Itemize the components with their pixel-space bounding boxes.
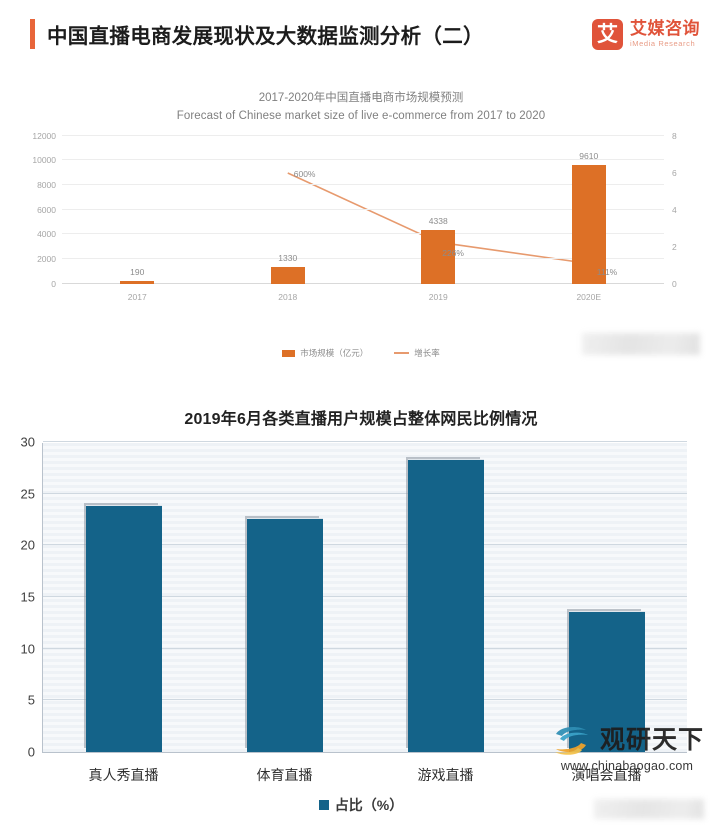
chart2-gridline: [43, 699, 687, 701]
chart1-x-tick: 2020E: [576, 291, 602, 302]
chart2-y-tick: 15: [20, 589, 35, 605]
chart2-gridline: [43, 647, 687, 649]
chart1-legend-label-1: 增长率: [414, 348, 440, 358]
chart2-bar-column: 体育直播: [204, 443, 365, 783]
chart1-bar-value-label: 190: [130, 267, 145, 278]
chart2-gridline: [43, 492, 687, 494]
chart2-legend-label: 占比（%）: [334, 797, 404, 813]
imedia-logo-icon: 艾: [592, 18, 623, 50]
chart2-title: 2019年6月各类直播用户规模占整体网民比例情况: [184, 411, 538, 428]
chart1-y2-tick: 4: [672, 204, 677, 215]
chart1-gridline: [62, 233, 664, 235]
chart1-legend-item-market-size: 市场规模（亿元）: [282, 347, 368, 359]
page-header: 中国直播电商发展现状及大数据监测分析（二） 艾 艾媒咨询 iMedia Rese…: [0, 0, 722, 68]
chart1-y-tick: 2000: [37, 253, 56, 264]
chart1-bar-column: 1330 2018: [213, 136, 364, 302]
chart1-bar-value-label: 9610: [579, 151, 599, 162]
chart2-bar-group: 真人秀直播 体育直播 游戏直播 演唱会直播: [43, 443, 687, 783]
chart1-x-tick: 2019: [428, 291, 448, 302]
chart2-bar: [246, 518, 323, 752]
legend-swatch-line-icon: [394, 352, 410, 354]
chart1-y2-tick: 0: [672, 278, 677, 289]
imedia-logo: 艾 艾媒咨询 iMedia Research: [592, 18, 700, 50]
chart2-gridline: [43, 596, 687, 597]
chart2-x-tick: 真人秀直播: [88, 767, 159, 783]
chart1-legend-item-growth-rate: 增长率: [394, 347, 440, 359]
title-accent-bar: [30, 19, 35, 49]
chart1-y-tick: 4000: [37, 229, 56, 240]
chart1-title-en: Forecast of Chinese market size of live …: [176, 109, 546, 122]
chart2-plot-area: 0 5 10 15 20 25 30 真人秀直播 体育直播 游戏直播 演唱会直播: [21, 435, 687, 783]
chart1-legend: 市场规模（亿元） 增长率: [0, 347, 722, 359]
imedia-brand-en: iMedia Research: [630, 38, 696, 48]
chart-panel-user-share: 2019年6月各类直播用户规模占整体网民比例情况 0 5 10 15 20 25 30 真人秀…: [0, 401, 722, 825]
chart2-x-tick: 演唱会直播: [571, 767, 642, 783]
chart2-legend-item-share: 占比（%）: [318, 795, 404, 815]
chart1-gridline: [62, 159, 664, 161]
chart2-bar-column: 游戏直播: [365, 443, 526, 783]
chart1-bar: [120, 281, 155, 284]
chart1-gridline: [62, 183, 664, 185]
chart1-line-value-label: 226%: [442, 247, 464, 258]
chart2-y-tick: 5: [27, 692, 35, 708]
chart1-bar-column: 4338 2019: [363, 136, 514, 302]
chart2-bar-column: 演唱会直播: [526, 443, 687, 783]
chart2-x-tick: 体育直播: [256, 767, 313, 783]
chart1-legend-label-0: 市场规模（亿元）: [300, 348, 369, 358]
chart2-gridline: [43, 544, 687, 546]
chart2-y-tick: 30: [20, 434, 35, 450]
chart2-gridline: [43, 441, 687, 442]
chart1-y-tick: 8000: [37, 179, 56, 190]
chart1-bar: [421, 230, 456, 284]
chart1-line-value-label: 600%: [293, 168, 316, 179]
chart2-y-tick: 20: [20, 537, 35, 553]
chart1-gridline: [62, 257, 664, 259]
chart1-line-value-label: 111%: [596, 267, 618, 278]
chart1-x-tick: 2018: [278, 291, 298, 302]
chart2-y-tick: 10: [20, 641, 35, 657]
chart1-bar: [270, 267, 305, 284]
chart2-x-tick: 游戏直播: [417, 767, 474, 783]
chart1-gridline: [62, 134, 664, 136]
chart1-title-cn: 2017-2020年中国直播电商市场规模预测: [258, 92, 464, 104]
chart1-bar-value-label: 1330: [278, 253, 298, 264]
chart1-gridline: [62, 282, 664, 284]
panel-divider: [0, 373, 722, 401]
chart2-bar-column: 真人秀直播: [43, 443, 204, 783]
imedia-brand-cn: 艾媒咨询: [630, 18, 700, 38]
chart2-bar: [568, 611, 645, 752]
legend-swatch-square-icon: [318, 800, 329, 810]
redacted-block-2: [594, 799, 704, 819]
chart1-y2-tick: 8: [672, 130, 677, 141]
chart2-y-tick: 25: [20, 486, 35, 502]
chart1-bar-group: 190 2017 1330 2018 4338 2019 9610 2020E: [62, 136, 665, 302]
redacted-block: [582, 333, 700, 355]
chart1-gridline: [62, 208, 664, 210]
chart1-bar-column: 9610 2020E: [514, 136, 665, 302]
chart2-y-tick: 0: [27, 744, 35, 760]
chart1-plot-area: 0 2000 4000 6000 8000 10000 12000 0 2 4 6 8 190 2017 1…: [32, 131, 676, 302]
chart2-bar: [407, 458, 484, 752]
chart1-y-tick: 12000: [32, 130, 56, 141]
chart2-legend: 占比（%）: [0, 795, 722, 815]
legend-swatch-bar-icon: [282, 349, 296, 357]
chart1-title-block: 2017-2020年中国直播电商市场规模预测 Forecast of Chine…: [0, 90, 722, 126]
chart1-y2-tick: 2: [672, 241, 677, 252]
chart1-bar-value-label: 4338: [428, 216, 448, 227]
chart-panel-market-size: 2017-2020年中国直播电商市场规模预测 Forecast of Chine…: [0, 68, 722, 373]
chart1-y-tick: 10000: [32, 155, 56, 166]
imedia-logo-text: 艾媒咨询 iMedia Research: [630, 18, 700, 49]
page-title: 中国直播电商发展现状及大数据监测分析（二）: [47, 25, 484, 48]
chart1-bar: [571, 165, 606, 284]
chart1-y2-tick: 6: [672, 167, 677, 178]
chart1-x-tick: 2017: [127, 291, 147, 302]
chart1-bar-column: 190 2017: [62, 136, 213, 302]
chart1-y-tick: 0: [51, 278, 56, 289]
chart1-y-tick: 6000: [37, 204, 56, 215]
chart2-bar: [85, 505, 162, 752]
